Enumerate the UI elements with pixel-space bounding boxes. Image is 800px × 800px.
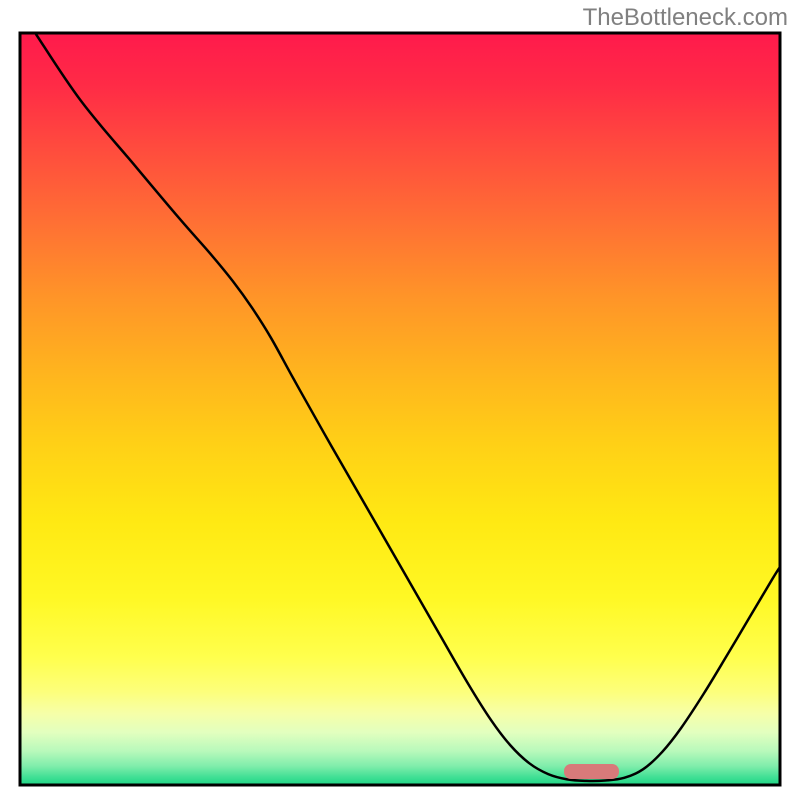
optimum-marker: [564, 764, 619, 778]
watermark-text: TheBottleneck.com: [583, 4, 788, 32]
curve-layer: [20, 33, 780, 785]
plot-area: [20, 33, 780, 785]
bottleneck-chart: TheBottleneck.com: [0, 0, 800, 800]
bottleneck-curve: [35, 33, 780, 781]
